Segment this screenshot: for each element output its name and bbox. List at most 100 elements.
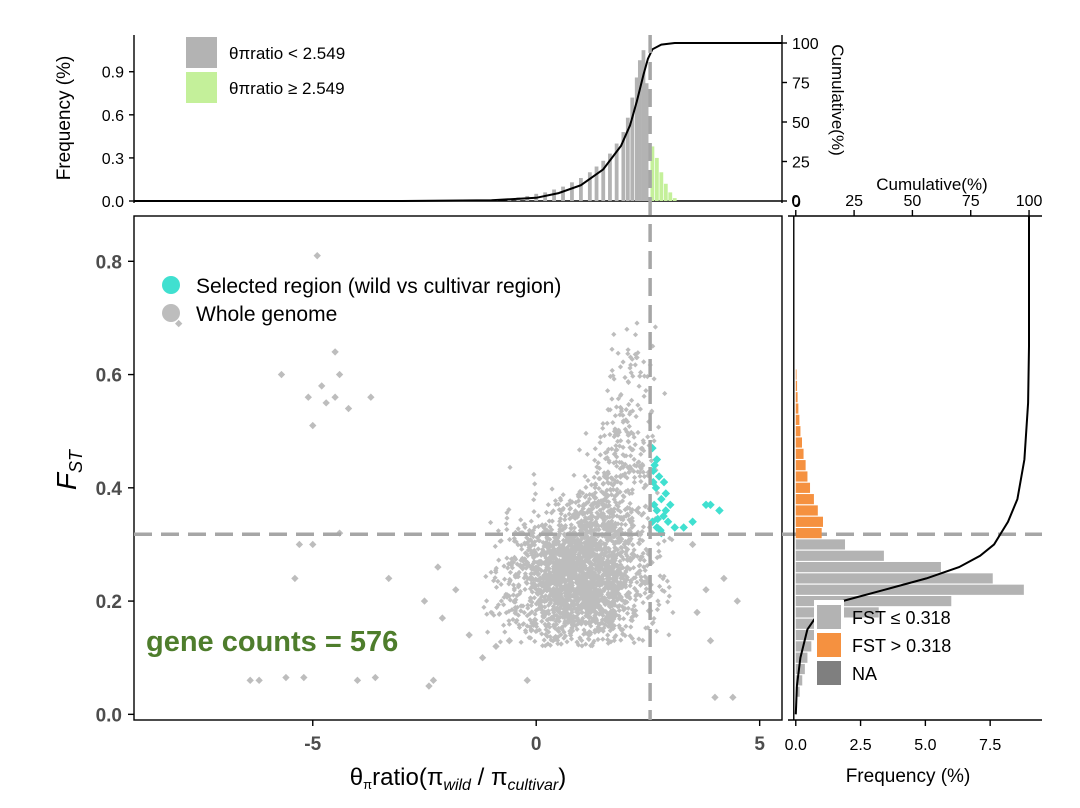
whole-genome-point (344, 404, 353, 413)
top-legend-label-high: θπratio ≥ 2.549 (229, 79, 345, 98)
selected-region-point (649, 500, 659, 510)
scatter-legend-marker-whole (162, 304, 180, 322)
top-y2-tick-label: 0 (792, 194, 801, 211)
right-histogram-bar (795, 426, 801, 437)
right-histogram-bar (795, 460, 806, 471)
whole-genome-point (291, 574, 299, 583)
top-histogram-bar (641, 50, 646, 201)
right-histogram-bar (795, 595, 952, 607)
whole-genome-point (693, 608, 701, 617)
selected-region-point (654, 472, 664, 481)
top-histogram-bar (654, 157, 659, 201)
right-histogram-bar (795, 494, 814, 505)
whole-genome-point (309, 540, 317, 549)
selected-region-point (652, 455, 662, 464)
selected-region-point (666, 500, 675, 510)
whole-genome-point-cloud (481, 320, 676, 649)
right-histogram-bar (795, 550, 884, 561)
right-legend-swatch-low (817, 605, 841, 629)
top-histogram-bar (621, 132, 626, 201)
right-x-axis-label: Frequency (%) (846, 766, 971, 787)
right-histogram-bar (795, 539, 846, 550)
top-y2-tick-label: 100 (792, 36, 819, 53)
top-histogram-bar (608, 153, 612, 201)
scatter-x-axis-label: θπratio(πwild / πcultivar) (350, 764, 566, 794)
top-y2-tick-label: 50 (792, 115, 810, 132)
scatter-plot-border (133, 215, 783, 721)
whole-genome-point (420, 597, 429, 605)
whole-genome-point (313, 251, 321, 260)
right-x-ticks: 0.0 2.5 5.0 7.5 (785, 720, 1001, 754)
whole-genome-point (425, 682, 433, 690)
top-histogram-bar (659, 172, 664, 201)
top-y2-ticks: 0 25 50 75 100 (782, 36, 819, 211)
whole-genome-point (729, 693, 737, 702)
right-legend-swatch-na (817, 661, 841, 685)
right-x-tick-label: 0.0 (785, 737, 807, 754)
top-histogram-bar (601, 160, 606, 201)
top-histogram-bar (594, 166, 599, 201)
right-x2-ticks: 0 25 50 75 100 (791, 193, 1042, 216)
top-histogram-bar (644, 83, 649, 201)
whole-genome-point (309, 421, 317, 430)
scatter-y-ticks: 0.0 0.2 0.4 0.6 0.8 (96, 252, 134, 726)
whole-genome-point (438, 614, 447, 622)
top-histogram-bar (650, 146, 655, 201)
whole-genome-point (434, 563, 442, 571)
top-y-tick-label: 0.0 (102, 194, 124, 211)
selected-region-point (706, 500, 715, 510)
right-x-tick-label: 2.5 (849, 737, 871, 754)
whole-genome-point (733, 597, 741, 605)
whole-genome-point (523, 676, 531, 685)
selected-region-point (701, 500, 711, 510)
whole-genome-point (465, 631, 473, 639)
selected-region-point (661, 489, 671, 498)
top-histogram-bar (663, 183, 668, 201)
scatter-x-ticks: -5 0 5 (304, 720, 765, 755)
scatter-y-tick-label: 0.8 (96, 252, 122, 273)
right-histogram-panel: 0.0 2.5 5.0 7.5 0 25 50 75 100 Frequency (%) Cu… (785, 175, 1043, 787)
whole-genome-point (331, 393, 339, 401)
selected-region-point (688, 517, 697, 527)
top-histogram-bars (480, 50, 677, 202)
selected-region-point (715, 506, 724, 515)
scatter-x-tick-label: -5 (304, 734, 321, 755)
whole-genome-point (429, 676, 438, 685)
right-histogram-bar (795, 528, 822, 539)
whole-genome-point (300, 673, 308, 682)
right-histogram-bar (795, 403, 799, 414)
right-cumulative-line (794, 216, 1030, 715)
scatter-y-axis-label: FST (51, 448, 86, 490)
top-histogram-bar (614, 143, 619, 201)
scatter-legend-marker-selected (162, 276, 180, 294)
top-y-tick-label: 0.9 (102, 65, 124, 82)
right-x-tick-label: 5.0 (914, 737, 936, 754)
top-y2-tick-label: 75 (792, 76, 810, 93)
whole-genome-point (478, 654, 487, 662)
right-histogram-bar (795, 618, 825, 629)
scatter-x-tick-label: 5 (754, 734, 765, 755)
scatter-legend-label-selected: Selected region (wild vs cultivar region… (196, 275, 561, 298)
top-histogram-panel: 0.0 0.3 0.6 0.9 0 25 50 75 100 Frequency (%) Cu… (54, 35, 847, 211)
right-legend-swatch-high (817, 633, 841, 657)
whole-genome-point (353, 676, 362, 685)
whole-genome-point (318, 382, 326, 390)
top-histogram-bar (578, 178, 583, 201)
whole-genome-point (492, 642, 500, 651)
top-y-axis-label: Frequency (%) (54, 56, 75, 181)
scatter-points (175, 251, 741, 702)
right-histogram-bar (795, 448, 804, 459)
scatter-panel: -5 0 5 0.0 0.2 0.4 0.6 0.8 θπratio(πwild / πcu… (51, 35, 1042, 794)
scatter-legend-label-whole: Whole genome (196, 303, 337, 326)
top-legend-swatch-high (186, 72, 217, 103)
whole-genome-point (711, 693, 719, 702)
scatter-y-tick-label: 0.6 (96, 366, 122, 387)
whole-genome-point (304, 393, 312, 401)
right-histogram-bar (795, 686, 800, 697)
right-legend-label-na: NA (852, 664, 877, 684)
top-histogram-bar (637, 60, 642, 202)
right-histogram-bar (795, 516, 823, 527)
whole-genome-point (385, 574, 393, 583)
whole-genome-point (277, 370, 286, 379)
